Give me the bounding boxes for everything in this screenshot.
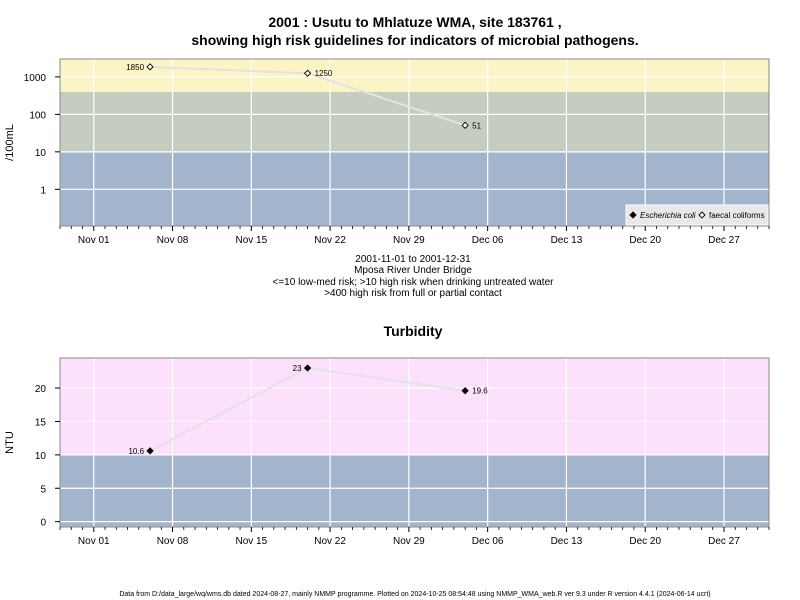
legend: Escherichia coli faecal coliforms xyxy=(625,204,769,226)
data-label-2001-11-06: 10.6 xyxy=(128,447,144,456)
turbidity-panel: Nov 01 Nov 08 Nov 15 Nov 22 Nov 29 Dec 06 Dec … xyxy=(4,357,770,547)
x-tick-label-nov-22: Nov 22 xyxy=(314,536,346,547)
risk-band-1 xyxy=(60,358,769,455)
x-tick-label-dec-20: Dec 20 xyxy=(629,536,661,547)
risk-band-2 xyxy=(60,59,769,92)
y-tick-label-20: 20 xyxy=(35,384,47,395)
data-point-2001-11-06 xyxy=(146,63,154,71)
data-label-2001-11-20: 23 xyxy=(293,364,302,373)
y-tick-label-10: 10 xyxy=(35,451,47,462)
risk-band-0 xyxy=(60,454,769,527)
x-tick-label-dec-06: Dec 06 xyxy=(472,235,504,246)
data-point-2001-12-04 xyxy=(461,121,469,129)
x-tick-label-nov-01: Nov 01 xyxy=(78,235,110,246)
x-tick-label-nov-29: Nov 29 xyxy=(393,536,425,547)
x-tick-label-dec-27: Dec 27 xyxy=(708,235,740,246)
x-tick-label-dec-20: Dec 20 xyxy=(629,235,661,246)
x-tick-label-dec-13: Dec 13 xyxy=(551,235,583,246)
subtitle-site-name: Mposa River Under Bridge xyxy=(354,265,472,276)
x-tick-label-dec-13: Dec 13 xyxy=(551,536,583,547)
data-point-2001-12-04 xyxy=(461,387,469,395)
y-tick-label-1000: 1000 xyxy=(24,73,47,84)
x-tick-label-nov-08: Nov 08 xyxy=(157,536,189,547)
chart-title-line1: 2001 : Usutu to Mhlatuze WMA, site 18376… xyxy=(268,14,561,30)
y-tick-label-5: 5 xyxy=(40,484,46,495)
plot-frame xyxy=(59,58,770,227)
data-label-2001-11-20: 1250 xyxy=(315,69,333,78)
y-tick-label-15: 15 xyxy=(35,417,47,428)
x-tick-label-dec-27: Dec 27 xyxy=(708,536,740,547)
chart-title-line2: showing high risk guidelines for indicat… xyxy=(191,32,638,48)
x-tick-label-dec-06: Dec 06 xyxy=(472,536,504,547)
y-axis-label: /100mL xyxy=(4,124,16,161)
legend-marker-faecal-coliforms xyxy=(698,211,706,219)
y-tick-label-1: 1 xyxy=(40,185,46,196)
risk-band-1 xyxy=(60,91,769,152)
footer-note: Data from D:/data_large/wq/wms.db dated … xyxy=(119,591,710,598)
data-label-2001-12-04: 51 xyxy=(472,121,481,130)
x-tick-label-nov-08: Nov 08 xyxy=(157,235,189,246)
subtitle-date-range: 2001-11-01 to 2001-12-31 xyxy=(355,254,471,265)
legend-box xyxy=(625,204,769,226)
y-tick-label-100: 100 xyxy=(29,110,46,121)
legend-label-faecal-coliforms: faecal coliforms xyxy=(709,211,765,220)
x-tick-label-nov-22: Nov 22 xyxy=(314,235,346,246)
y-tick-label-10: 10 xyxy=(35,148,47,159)
legend-label-escherichia-coli: Escherichia coli xyxy=(640,211,696,220)
data-point-2001-11-20 xyxy=(303,364,312,372)
x-tick-label-nov-29: Nov 29 xyxy=(393,235,425,246)
turbidity-title: Turbidity xyxy=(384,323,443,339)
x-tick-label-nov-01: Nov 01 xyxy=(78,536,110,547)
subtitle-contact-guideline: >400 high risk from full or partial cont… xyxy=(324,288,502,299)
data-label-2001-12-04: 19.6 xyxy=(472,387,488,396)
y-axis-label: NTU xyxy=(4,431,16,454)
x-tick-label-nov-15: Nov 15 xyxy=(235,536,267,547)
data-point-2001-11-20 xyxy=(303,69,312,77)
data-point-2001-11-06 xyxy=(146,447,154,455)
subtitle-drinking-guideline: <=10 low-med risk; >10 high risk when dr… xyxy=(273,277,555,288)
plot-frame xyxy=(59,357,770,528)
microbial-panel: Nov 01 Nov 08 Nov 15 Nov 22 Nov 29 Dec 06 Dec … xyxy=(4,58,770,246)
data-label-2001-11-06: 1850 xyxy=(126,63,144,72)
x-tick-label-nov-15: Nov 15 xyxy=(235,235,267,246)
y-tick-label-0: 0 xyxy=(40,518,46,529)
legend-marker-escherichia-coli xyxy=(629,211,637,219)
